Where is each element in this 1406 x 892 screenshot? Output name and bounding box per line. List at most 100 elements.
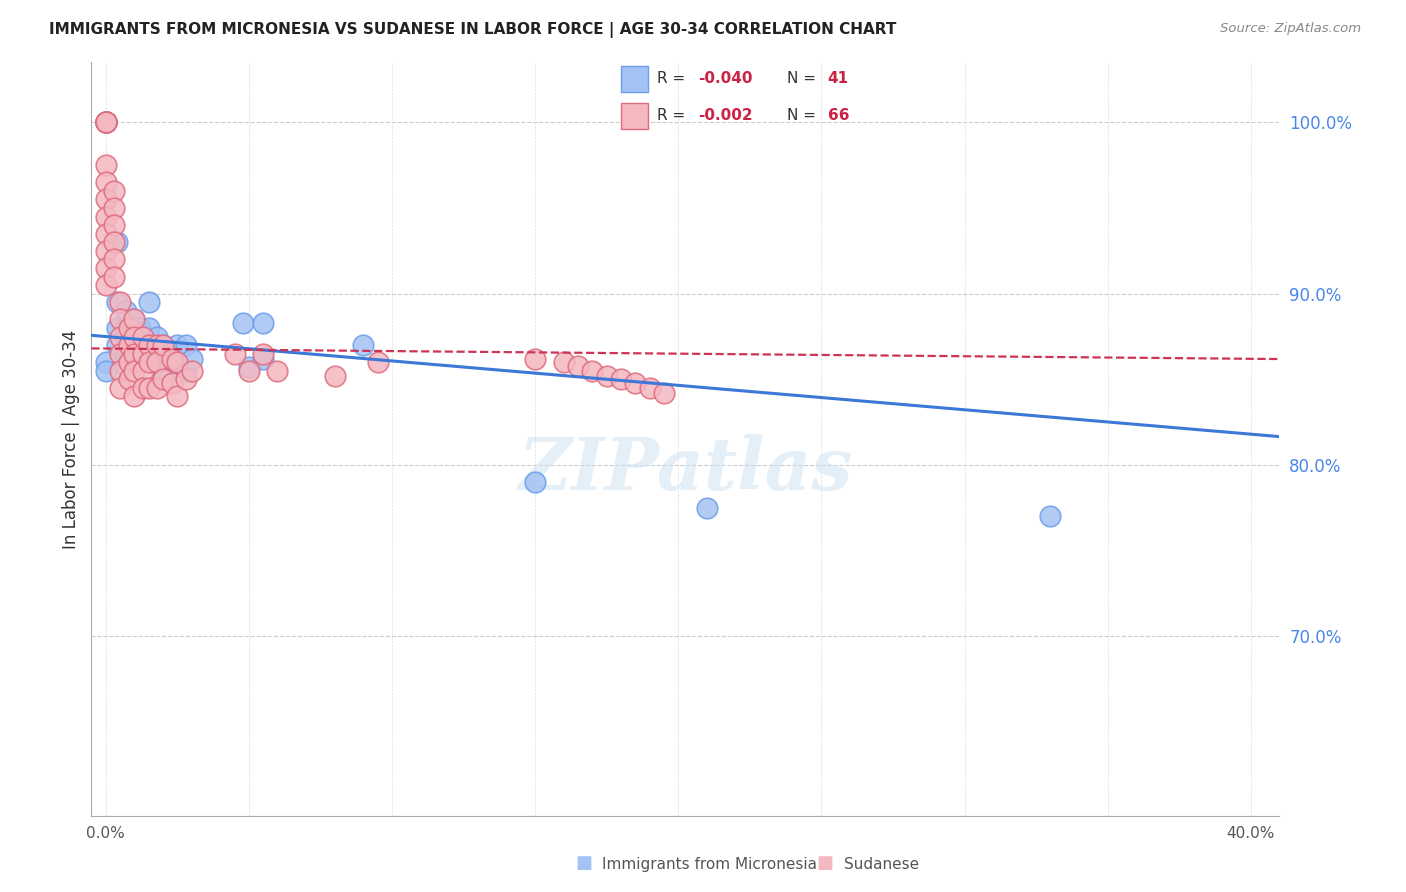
Point [524, 351, 547, 366]
Text: ■: ■ [575, 855, 592, 872]
Point [567, 359, 589, 373]
Point [94, 244, 117, 258]
Point [124, 389, 146, 403]
Point [94, 227, 117, 241]
Point [1039, 509, 1062, 524]
Y-axis label: In Labor Force | Age 30-34: In Labor Force | Age 30-34 [62, 330, 80, 549]
Text: Sudanese: Sudanese [844, 857, 918, 872]
Point [94, 115, 117, 129]
Point [352, 338, 374, 352]
Point [581, 364, 603, 378]
Point [114, 359, 136, 373]
Point [129, 321, 152, 335]
Point [108, 329, 131, 343]
Text: Immigrants from Micronesia: Immigrants from Micronesia [602, 857, 817, 872]
Point [124, 329, 146, 343]
Point [94, 158, 117, 172]
Point [252, 346, 274, 360]
Point [103, 201, 125, 215]
Point [224, 346, 246, 360]
Point [553, 355, 575, 369]
Point [238, 360, 260, 375]
Point [114, 346, 136, 360]
Point [266, 364, 288, 378]
Point [94, 115, 117, 129]
Point [94, 355, 117, 369]
Point [252, 316, 274, 330]
Point [238, 364, 260, 378]
Text: ■: ■ [817, 855, 834, 872]
Point [152, 364, 174, 378]
Point [94, 175, 117, 189]
Point [138, 295, 160, 310]
Point [152, 338, 174, 352]
Point [117, 338, 139, 352]
Point [367, 355, 389, 369]
Point [132, 364, 155, 378]
Text: 41: 41 [828, 71, 849, 87]
Point [108, 295, 131, 310]
Point [105, 235, 128, 250]
Point [624, 376, 647, 390]
Point [129, 338, 152, 352]
Point [103, 269, 125, 284]
Point [108, 381, 131, 395]
Point [114, 329, 136, 343]
Point [252, 351, 274, 366]
Point [146, 355, 169, 369]
Point [108, 346, 131, 360]
Point [652, 386, 675, 401]
Point [105, 295, 128, 310]
Point [94, 364, 117, 378]
Point [94, 115, 117, 129]
Point [152, 372, 174, 386]
Point [132, 381, 155, 395]
Point [94, 210, 117, 224]
Point [138, 355, 160, 369]
Point [124, 312, 146, 326]
Point [124, 338, 146, 352]
Point [124, 364, 146, 378]
Point [132, 329, 155, 343]
Point [108, 364, 131, 378]
Text: N =: N = [787, 71, 821, 87]
Point [696, 500, 718, 515]
Point [105, 338, 128, 352]
Point [94, 115, 117, 129]
Point [117, 355, 139, 369]
Point [146, 338, 169, 352]
Point [138, 338, 160, 352]
Point [138, 338, 160, 352]
Point [103, 218, 125, 232]
Point [138, 321, 160, 335]
Point [174, 364, 197, 378]
Point [232, 316, 254, 330]
Point [105, 321, 128, 335]
Text: Source: ZipAtlas.com: Source: ZipAtlas.com [1220, 22, 1361, 36]
Point [166, 364, 188, 378]
Point [323, 368, 346, 383]
Text: R =: R = [657, 71, 690, 87]
Point [108, 312, 131, 326]
Text: -0.040: -0.040 [697, 71, 752, 87]
Text: -0.002: -0.002 [697, 108, 752, 123]
Bar [620, 103, 648, 128]
Point [610, 372, 633, 386]
Point [117, 321, 139, 335]
Point [94, 115, 117, 129]
Point [524, 475, 547, 490]
Point [166, 389, 188, 403]
Point [166, 338, 188, 352]
Text: N =: N = [787, 108, 821, 123]
Bar [620, 66, 648, 92]
Point [117, 372, 139, 386]
Point [94, 278, 117, 293]
Point [166, 355, 188, 369]
Point [124, 355, 146, 369]
Point [114, 303, 136, 318]
Point [596, 368, 619, 383]
Point [94, 193, 117, 207]
Point [146, 329, 169, 343]
Text: IMMIGRANTS FROM MICRONESIA VS SUDANESE IN LABOR FORCE | AGE 30-34 CORRELATION CH: IMMIGRANTS FROM MICRONESIA VS SUDANESE I… [49, 22, 897, 38]
Text: 66: 66 [828, 108, 849, 123]
